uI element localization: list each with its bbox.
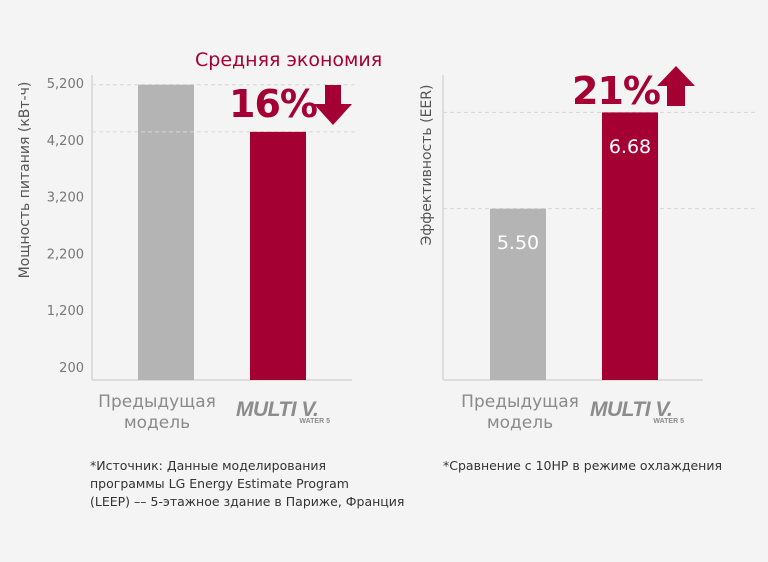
footnote-line: (LEEP) –– 5-этажное здание в Париже, Фра… bbox=[90, 494, 405, 509]
data-label-multiv: 6.68 bbox=[608, 136, 652, 158]
bar-multi-v bbox=[602, 112, 658, 380]
footnote-right: *Сравнение с 10HP в режиме охлаждения bbox=[443, 458, 722, 473]
category-line-1: Предыдущая bbox=[461, 392, 579, 412]
bar-previous bbox=[138, 84, 194, 380]
arrow-up-icon bbox=[657, 66, 695, 106]
annotation-right-percent: 21% bbox=[572, 69, 661, 113]
multi-v-water5-logo-left: MULTI V. WATER 5 bbox=[236, 398, 330, 425]
y-tick-label: 1,200 bbox=[47, 304, 84, 319]
category-line-2: модель bbox=[123, 413, 191, 433]
y-axis-label-left: Мощность питания (кВт-ч) bbox=[17, 81, 33, 279]
category-label-previous-right: Предыдущая модель bbox=[455, 392, 585, 434]
y-tick-label: 5,200 bbox=[47, 77, 84, 92]
footnote-line: программы LG Energy Estimate Program bbox=[90, 476, 349, 491]
category-line-1: Предыдущая bbox=[98, 392, 216, 412]
category-line-2: модель bbox=[486, 413, 554, 433]
data-label-previous: 5.50 bbox=[496, 232, 540, 254]
arrow-down-icon bbox=[314, 85, 352, 125]
multi-v-water5-logo-right: MULTI V. WATER 5 bbox=[590, 398, 684, 425]
y-tick-label: 3,200 bbox=[47, 191, 84, 206]
y-tick-label: 200 bbox=[59, 361, 84, 376]
annotation-left-percent: 16% bbox=[229, 82, 318, 126]
bar-multi-v bbox=[250, 131, 306, 380]
category-label-previous-left: Предыдущая модель bbox=[92, 392, 222, 434]
headline: Средняя экономия bbox=[195, 49, 383, 71]
y-tick-label: 4,200 bbox=[47, 134, 84, 149]
bar-previous bbox=[490, 208, 546, 380]
footnote-left: *Источник: Данные моделирования программ… bbox=[90, 457, 404, 511]
y-tick-label: 2,200 bbox=[47, 247, 84, 262]
y-axis-label-right: Эффективность (EER) bbox=[419, 84, 435, 246]
footnote-line: *Источник: Данные моделирования bbox=[90, 458, 327, 473]
